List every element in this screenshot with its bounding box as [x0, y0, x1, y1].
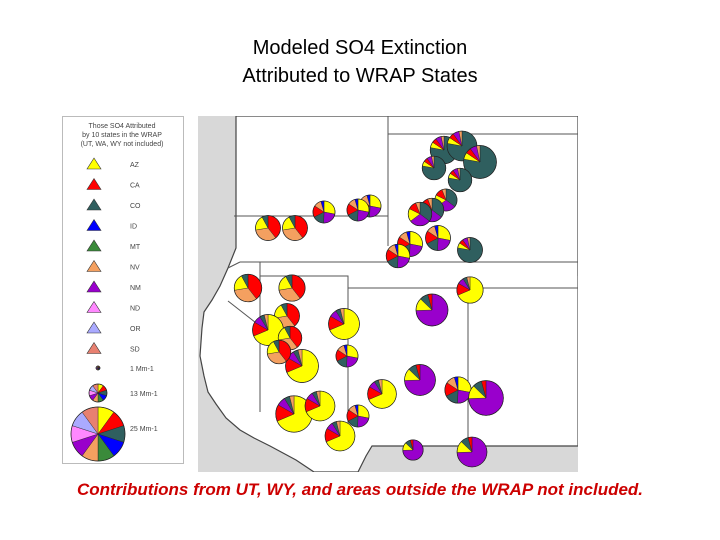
pie-10: [312, 200, 336, 224]
legend-size-label-1: 13 Mm-1: [130, 391, 158, 398]
pie-27: [335, 344, 359, 368]
pie-26: [266, 339, 292, 365]
legend-swatch-nv: [86, 259, 102, 272]
legend-swatch-id: [86, 218, 102, 231]
pie-36: [456, 436, 488, 468]
pie-23: [252, 314, 284, 346]
pie-4: [447, 167, 473, 193]
pie-2: [463, 145, 497, 179]
pie-31: [468, 380, 504, 416]
pie-37: [402, 439, 424, 461]
map-legend: Those SO4 Attributed by 10 states in the…: [62, 116, 184, 464]
pie-34: [324, 420, 356, 452]
legend-label-co: CO: [130, 203, 141, 210]
legend-header-1: Those SO4 Attributed: [89, 123, 156, 130]
pie-19: [456, 276, 484, 304]
legend-swatch-ca: [86, 177, 102, 190]
pie-29: [404, 364, 436, 396]
legend-label-sd: SD: [130, 347, 140, 354]
caption: Contributions from UT, WY, and areas out…: [76, 480, 644, 499]
pie-16: [385, 243, 411, 269]
pie-17: [233, 273, 263, 303]
pie-14: [425, 225, 451, 251]
pie-22: [415, 293, 449, 327]
pie-25: [285, 349, 319, 383]
legend-swatch-co: [86, 198, 102, 211]
pie-28: [367, 379, 397, 409]
legend-swatch-az: [86, 157, 102, 170]
legend-size-label-2: 25 Mm-1: [130, 426, 158, 433]
pie-32: [275, 395, 313, 433]
pie-12: [282, 215, 308, 241]
pie-33: [304, 390, 336, 422]
pie-11: [255, 215, 281, 241]
legend-swatch-mt: [86, 239, 102, 252]
legend-label-nd: ND: [130, 306, 140, 313]
legend-label-nm: NM: [130, 285, 141, 292]
legend-size-pie-2: [70, 406, 126, 462]
legend-label-ca: CA: [130, 183, 140, 190]
legend-swatch-nd: [86, 300, 102, 313]
pie-30: [444, 376, 472, 404]
pie-9: [346, 198, 370, 222]
pie-5: [434, 188, 458, 212]
pie-15: [457, 237, 483, 263]
legend-header-2: by 10 states in the WRAP: [82, 132, 162, 139]
legend-size-label-0: 1 Mm-1: [130, 366, 154, 373]
title-line-1: Modeled SO4 Extinction: [252, 37, 468, 59]
legend-swatch-or: [86, 321, 102, 334]
legend-label-mt: MT: [130, 244, 141, 251]
legend-label-nv: NV: [130, 265, 140, 272]
legend-label-az: AZ: [130, 162, 140, 169]
legend-size-list: 1 Mm-1 13 Mm-1 25 Mm-1: [70, 365, 158, 462]
map-area: [198, 116, 578, 472]
legend-size-pie-0: [95, 365, 101, 371]
legend-size-pie-1: [88, 383, 108, 403]
legend-swatch-nm: [86, 280, 102, 293]
pie-3: [421, 155, 447, 181]
pie-35: [346, 404, 370, 428]
pie-18: [278, 274, 306, 302]
legend-state-list: AZ CA CO ID MT NV NM ND OR SD: [86, 157, 141, 354]
legend-header-3: (UT, WA, WY not included): [81, 141, 164, 148]
legend-label-id: ID: [130, 224, 137, 231]
pie-chart-layer: [233, 130, 504, 468]
legend-label-or: OR: [130, 326, 141, 333]
title-line-2: Attributed to WRAP States: [242, 65, 478, 87]
legend-swatch-sd: [86, 341, 102, 354]
pie-7: [407, 201, 433, 227]
pie-21: [328, 308, 360, 340]
